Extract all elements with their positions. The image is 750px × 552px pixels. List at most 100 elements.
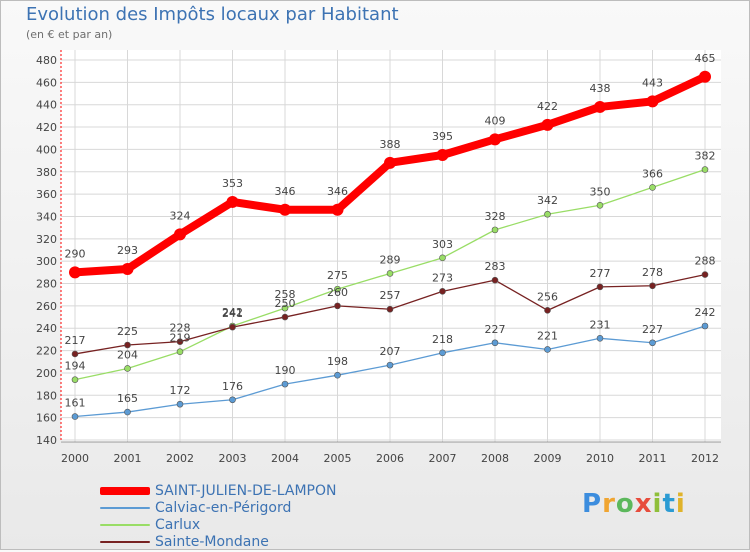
data-label: 289 <box>380 253 401 266</box>
data-point <box>226 195 239 208</box>
data-label: 273 <box>432 271 453 284</box>
x-tick-label: 2007 <box>429 452 457 465</box>
data-point <box>174 228 186 241</box>
data-point <box>491 226 499 234</box>
data-point <box>439 288 446 295</box>
data-point <box>491 276 499 284</box>
data-point <box>436 149 449 161</box>
data-label: 328 <box>485 210 506 223</box>
data-label: 443 <box>642 76 663 89</box>
data-label: 275 <box>327 269 348 282</box>
x-tick-label: 2011 <box>639 452 667 465</box>
data-point <box>596 201 604 209</box>
data-label: 465 <box>695 52 716 65</box>
x-tick-label: 2002 <box>166 452 194 465</box>
data-point <box>594 100 606 113</box>
data-point <box>331 203 344 216</box>
data-point <box>646 95 659 108</box>
data-label: 250 <box>275 297 296 310</box>
legend-item: SAINT-JULIEN-DE-LAMPON <box>100 484 480 498</box>
data-point <box>334 285 341 293</box>
y-tick-label: 300 <box>36 255 57 268</box>
data-label: 324 <box>170 209 191 222</box>
data-point <box>439 254 446 262</box>
data-label: 257 <box>380 289 401 302</box>
plot-area <box>61 50 721 442</box>
data-label: 278 <box>642 266 663 279</box>
data-label: 258 <box>275 288 296 301</box>
legend-item: Sainte-Mondane <box>100 535 480 549</box>
data-label: 231 <box>590 318 611 331</box>
y-tick-label: 440 <box>36 99 57 112</box>
data-point <box>649 339 656 347</box>
data-label: 346 <box>327 185 348 198</box>
x-tick-label: 2003 <box>219 452 247 465</box>
y-tick-label: 380 <box>36 166 57 179</box>
data-point <box>69 266 81 279</box>
y-tick-label: 460 <box>36 76 57 89</box>
data-label: 225 <box>117 325 138 338</box>
data-label: 227 <box>485 323 506 336</box>
data-point <box>71 376 79 383</box>
data-point <box>281 380 289 388</box>
data-label: 207 <box>380 345 401 358</box>
data-label: 242 <box>222 306 243 319</box>
data-point <box>386 361 394 369</box>
data-label: 217 <box>65 334 86 347</box>
data-label: 204 <box>117 348 138 361</box>
data-point <box>71 350 79 358</box>
x-tick-label: 2010 <box>586 452 614 465</box>
y-tick-label: 360 <box>36 188 57 201</box>
data-point <box>229 323 236 331</box>
x-tick-label: 2012 <box>691 452 719 465</box>
data-point <box>124 365 131 372</box>
y-tick-label: 200 <box>36 367 57 380</box>
data-point <box>544 307 551 314</box>
data-label: 382 <box>695 150 716 163</box>
data-label: 388 <box>380 138 401 151</box>
data-label: 242 <box>695 306 716 319</box>
data-point <box>701 322 709 330</box>
data-label: 438 <box>590 82 611 95</box>
data-point <box>334 302 341 310</box>
data-point <box>281 304 289 312</box>
x-tick-label: 2001 <box>114 452 142 465</box>
y-tick-label: 280 <box>36 278 57 291</box>
data-label: 283 <box>485 260 506 273</box>
data-point <box>489 133 501 146</box>
x-tick-label: 2005 <box>324 452 352 465</box>
data-label: 409 <box>485 114 506 127</box>
y-tick-label: 400 <box>36 143 57 156</box>
y-tick-label: 140 <box>36 434 57 447</box>
data-label: 227 <box>642 323 663 336</box>
chart-legend: SAINT-JULIEN-DE-LAMPON Calviac-en-Périgor… <box>100 484 480 552</box>
y-tick-label: 160 <box>36 412 57 425</box>
data-point <box>439 349 446 357</box>
x-tick-label: 2006 <box>376 452 404 465</box>
chart-subtitle: (en € et par an) <box>26 28 113 41</box>
data-label: 198 <box>327 355 348 368</box>
legend-swatch <box>100 507 150 509</box>
data-point <box>124 408 131 416</box>
legend-label: Carlux <box>155 517 201 533</box>
data-point <box>701 166 709 173</box>
proxiti-logo: Proxiti <box>582 489 686 519</box>
data-label: 293 <box>117 244 138 257</box>
chart-title: Evolution des Impôts locaux par Habitant <box>26 4 399 25</box>
data-label: 277 <box>590 267 611 280</box>
legend-item: Carlux <box>100 518 480 532</box>
x-tick-label: 2000 <box>61 452 89 465</box>
data-point <box>649 184 656 191</box>
data-label: 194 <box>65 360 86 373</box>
legend-swatch <box>100 541 150 543</box>
data-label: 228 <box>170 322 191 335</box>
legend-label: SAINT-JULIEN-DE-LAMPON <box>155 483 337 499</box>
data-point <box>491 339 499 347</box>
data-point <box>384 156 396 169</box>
data-point <box>701 271 709 278</box>
legend-item: Calviac-en-Périgord <box>100 501 480 515</box>
x-tick-label: 2004 <box>271 452 299 465</box>
legend-swatch <box>100 524 150 526</box>
data-point <box>386 270 394 277</box>
